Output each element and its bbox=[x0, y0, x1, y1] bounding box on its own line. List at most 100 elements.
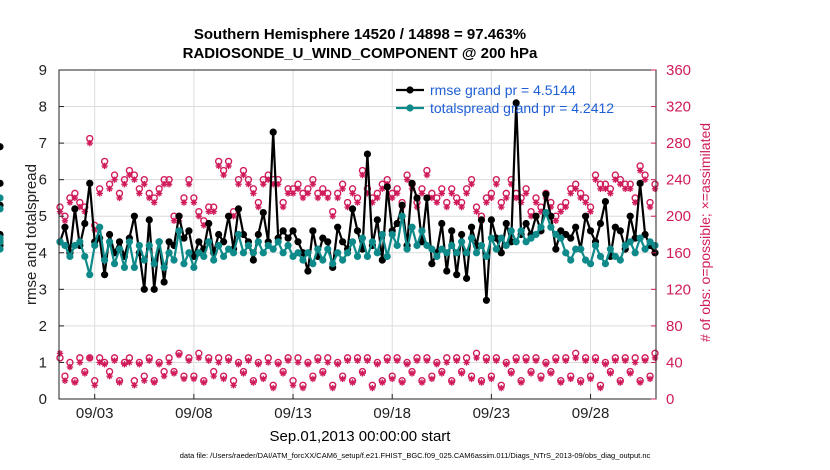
totalspread-point bbox=[205, 238, 213, 246]
obs-assimilated-marker bbox=[582, 357, 589, 364]
x-axis-title: Sep.01,2013 00:00:00 start bbox=[269, 428, 451, 445]
totalspread-point bbox=[403, 245, 411, 253]
totalspread-point bbox=[458, 238, 466, 246]
rmse-point bbox=[363, 150, 372, 158]
totalspread-point bbox=[299, 256, 307, 264]
totalspread-point bbox=[329, 260, 337, 268]
obs-assimilated-marker bbox=[245, 357, 252, 364]
rmse-point bbox=[224, 212, 233, 220]
obs-assimilated-marker bbox=[488, 194, 495, 202]
obs-assimilated-marker bbox=[66, 199, 74, 206]
obs-assimilated-marker bbox=[537, 375, 545, 383]
totalspread-point bbox=[497, 234, 505, 242]
rmse-point bbox=[86, 179, 94, 187]
obs-assimilated-marker bbox=[369, 384, 376, 392]
totalspread-point bbox=[577, 245, 585, 253]
obs-assimilated-marker bbox=[587, 208, 594, 215]
obs-assimilated-marker bbox=[344, 357, 351, 364]
y-tick-label: 8 bbox=[39, 99, 47, 116]
rmse-point bbox=[0, 143, 4, 151]
totalspread-legend-label: totalspread grand pr = 4.2412 bbox=[430, 100, 614, 116]
totalspread-point bbox=[408, 223, 416, 231]
obs-assimilated-marker bbox=[185, 357, 193, 364]
obs-assimilated-marker bbox=[225, 162, 232, 170]
obs-assimilated-marker bbox=[289, 190, 297, 197]
rmse-point bbox=[284, 234, 292, 242]
obs-assimilated-marker bbox=[215, 359, 222, 366]
rmse-point bbox=[586, 227, 595, 235]
obs-assimilated-marker bbox=[314, 357, 322, 364]
obs-assimilated-marker bbox=[294, 185, 302, 193]
totalspread-point bbox=[522, 238, 530, 246]
obs-assimilated-marker bbox=[552, 217, 560, 224]
obs-assimilated-marker bbox=[592, 176, 599, 183]
obs-assimilated-marker bbox=[483, 199, 490, 206]
totalspread-point bbox=[130, 263, 138, 271]
obs-assimilated-marker bbox=[215, 162, 222, 170]
obs-assimilated-marker bbox=[160, 181, 168, 188]
totalspread-point bbox=[611, 252, 619, 261]
y-tick-label: 2 bbox=[39, 318, 47, 335]
obs-assimilated-marker bbox=[324, 194, 331, 202]
obs-assimilated-marker bbox=[403, 361, 411, 368]
obs-assimilated-marker bbox=[503, 194, 510, 202]
obs-assimilated-marker bbox=[463, 190, 470, 197]
obs-assimilated-marker bbox=[418, 379, 426, 386]
totalspread-point bbox=[631, 249, 639, 257]
totalspread-point bbox=[532, 230, 540, 239]
rmse-point bbox=[205, 219, 213, 228]
rmse-point bbox=[596, 219, 605, 228]
obs-assimilated-marker bbox=[146, 357, 153, 364]
rmse-point bbox=[522, 219, 530, 228]
obs-assimilated-marker bbox=[334, 194, 341, 202]
totalspread-point bbox=[224, 245, 233, 253]
rmse-point bbox=[319, 234, 327, 242]
rmse-point bbox=[373, 216, 381, 224]
y2-tick-label: 40 bbox=[666, 354, 683, 371]
obs-assimilated-marker bbox=[607, 370, 614, 377]
rmse-point bbox=[165, 238, 173, 246]
obs-assimilated-marker bbox=[458, 370, 465, 377]
rmse-point bbox=[383, 183, 391, 191]
obs-assimilated-marker bbox=[557, 379, 564, 386]
obs-assimilated-marker bbox=[270, 384, 277, 392]
rmse-point bbox=[195, 238, 203, 246]
totalspread-point bbox=[393, 241, 401, 250]
obs-assimilated-marker bbox=[512, 357, 520, 364]
rmse-point bbox=[497, 249, 505, 257]
rmse-point bbox=[562, 230, 570, 239]
totalspread-point bbox=[0, 245, 4, 253]
totalspread-point bbox=[487, 234, 495, 242]
obs-assimilated-marker bbox=[56, 208, 64, 215]
rmse-point bbox=[175, 212, 183, 220]
totalspread-point bbox=[418, 227, 426, 235]
totalspread-point bbox=[552, 230, 560, 239]
obs-assimilated-marker bbox=[443, 203, 450, 211]
obs-assimilated-marker bbox=[230, 213, 237, 220]
rmse-point bbox=[462, 274, 471, 282]
obs-assimilated-marker bbox=[488, 375, 495, 383]
rmse-point bbox=[616, 227, 624, 235]
obs-assimilated-marker bbox=[294, 359, 302, 366]
obs-assimilated-marker bbox=[433, 361, 441, 368]
totalspread-point bbox=[96, 223, 104, 231]
obs-assimilated-marker bbox=[190, 199, 198, 206]
obs-assimilated-marker bbox=[289, 382, 297, 389]
totalspread-point bbox=[621, 241, 629, 250]
obs-assimilated-marker bbox=[314, 194, 322, 202]
totalspread-point bbox=[229, 249, 238, 257]
obs-assimilated-marker bbox=[403, 176, 411, 183]
rmse-point bbox=[81, 219, 89, 228]
totalspread-point bbox=[383, 252, 391, 261]
rmse-point bbox=[423, 194, 431, 202]
obs-assimilated-marker bbox=[636, 167, 644, 174]
obs-assimilated-marker bbox=[532, 199, 540, 206]
totalspread-point bbox=[249, 249, 257, 257]
rmse-point bbox=[482, 296, 491, 304]
totalspread-point bbox=[279, 249, 287, 257]
obs-assimilated-marker bbox=[185, 181, 193, 188]
obs-assimilated-marker bbox=[101, 162, 108, 170]
obs-assimilated-marker bbox=[478, 379, 485, 386]
y2-tick-label: 320 bbox=[666, 99, 691, 116]
